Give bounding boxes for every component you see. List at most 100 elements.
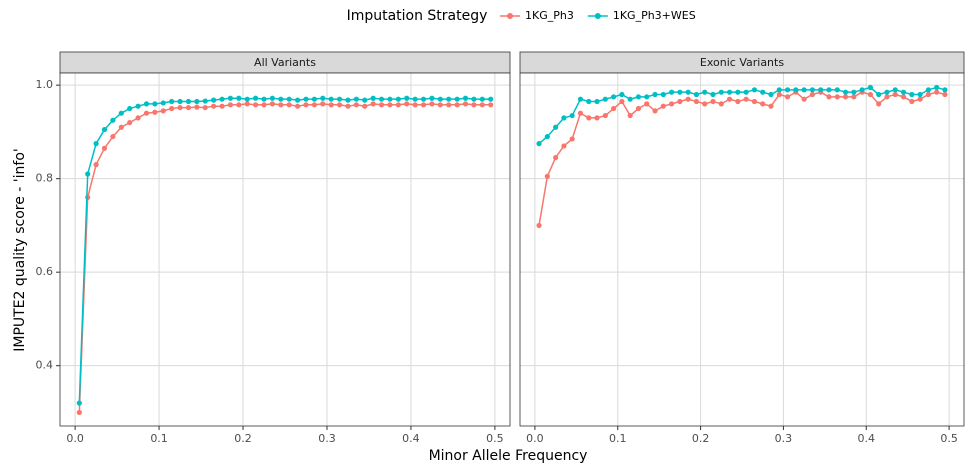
point — [602, 96, 608, 102]
point — [294, 97, 301, 103]
point — [884, 94, 890, 100]
point — [536, 222, 542, 229]
point — [809, 91, 816, 98]
point — [253, 102, 259, 108]
point — [668, 101, 675, 107]
point — [93, 162, 99, 168]
point — [826, 87, 832, 93]
point — [594, 115, 600, 121]
point — [710, 98, 716, 105]
point — [876, 101, 882, 107]
point — [303, 102, 309, 108]
point — [135, 103, 141, 109]
point — [784, 87, 791, 93]
facet-title: All Variants — [254, 56, 316, 69]
point — [177, 98, 183, 105]
point — [278, 102, 284, 108]
point — [110, 133, 116, 140]
point — [152, 109, 158, 115]
point — [118, 124, 124, 130]
point — [261, 102, 267, 108]
y-axis-label: IMPUTE2 quality score - 'info' — [12, 148, 28, 352]
point — [536, 141, 542, 147]
point — [635, 105, 642, 112]
point — [387, 102, 393, 108]
point — [471, 96, 477, 102]
point — [917, 91, 923, 98]
point — [834, 94, 840, 100]
point — [942, 91, 948, 98]
point — [127, 105, 133, 112]
x-tick-label: 0.3 — [775, 432, 793, 445]
point — [544, 133, 550, 140]
point — [362, 103, 368, 109]
point — [718, 101, 724, 107]
point — [776, 91, 782, 98]
point — [776, 87, 782, 93]
y-tick-label: 0.8 — [36, 172, 54, 185]
point — [160, 108, 166, 114]
point — [370, 101, 376, 107]
point — [488, 102, 494, 108]
y-tick-label: 0.4 — [36, 359, 54, 372]
x-tick-label: 0.4 — [402, 432, 420, 445]
point — [859, 87, 865, 93]
point — [702, 89, 708, 95]
x-tick-label: 0.2 — [234, 432, 252, 445]
point — [751, 87, 758, 93]
point — [152, 101, 158, 107]
point — [244, 101, 250, 107]
point — [345, 103, 351, 109]
point — [437, 102, 443, 108]
point — [743, 96, 749, 102]
point — [619, 98, 625, 105]
point — [892, 91, 898, 98]
point — [685, 89, 691, 95]
point — [876, 91, 882, 98]
point — [429, 95, 435, 101]
point — [867, 91, 873, 98]
point — [219, 96, 225, 102]
point — [611, 105, 617, 112]
point — [328, 102, 334, 108]
y-tick-label: 0.6 — [36, 265, 54, 278]
point — [311, 96, 317, 102]
legend-label: 1KG_Ph3 — [525, 9, 574, 22]
point — [702, 101, 708, 107]
point — [942, 87, 948, 93]
point — [227, 102, 234, 108]
point — [710, 91, 716, 98]
point — [677, 98, 683, 105]
point — [362, 97, 368, 103]
point — [227, 95, 234, 101]
point — [553, 155, 559, 161]
point — [644, 94, 650, 100]
point — [160, 100, 166, 106]
point — [677, 89, 683, 95]
point — [900, 89, 907, 95]
point — [143, 101, 150, 107]
point — [85, 171, 91, 177]
point — [577, 96, 584, 102]
point — [718, 89, 724, 95]
point — [668, 89, 675, 95]
point — [320, 95, 326, 101]
point — [320, 101, 326, 107]
point — [353, 102, 359, 108]
point — [76, 400, 82, 406]
point — [594, 98, 600, 105]
legend-swatch-dot — [507, 13, 513, 19]
point — [735, 89, 741, 95]
point — [437, 96, 443, 102]
panel-border — [59, 72, 511, 427]
point — [768, 103, 774, 109]
point — [909, 98, 915, 105]
x-tick-label: 0.5 — [940, 432, 958, 445]
point — [660, 91, 666, 98]
point — [143, 110, 150, 116]
facet-title: Exonic Variants — [700, 56, 784, 69]
x-tick-label: 0.0 — [526, 432, 544, 445]
point — [569, 136, 575, 142]
point — [818, 87, 824, 93]
